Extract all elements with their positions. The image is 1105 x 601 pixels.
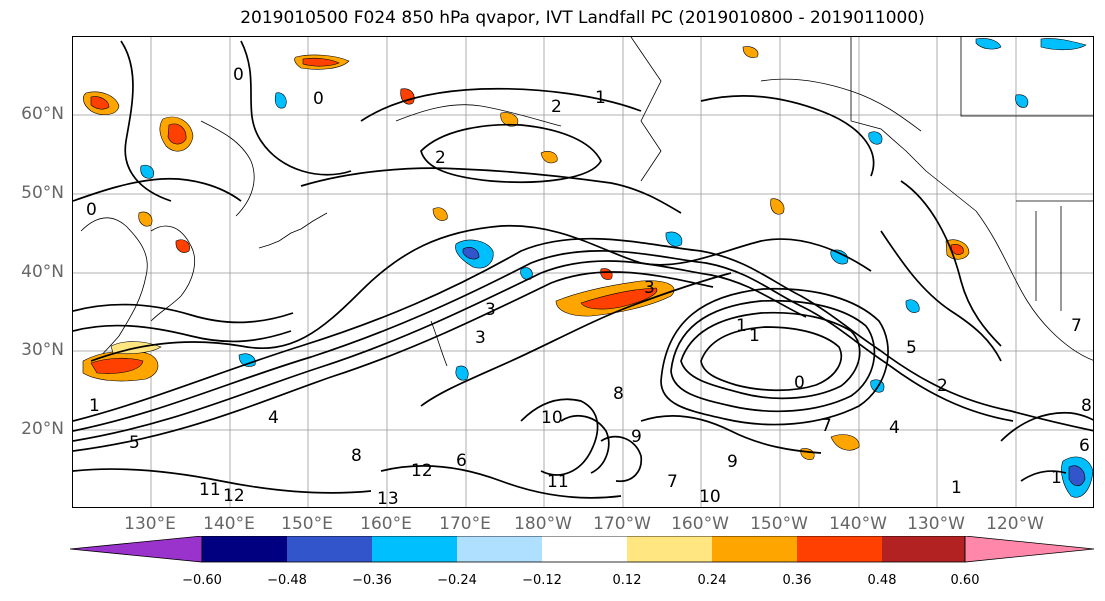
colorbar-tick: 0.36 bbox=[782, 573, 812, 588]
lon-label-130w: 130°W bbox=[907, 514, 965, 534]
contour-label: 2 bbox=[435, 148, 446, 168]
colorbar-tick: −0.60 bbox=[182, 573, 222, 588]
contour-label: 7 bbox=[667, 472, 678, 492]
colorbar-tick: 0.60 bbox=[950, 573, 980, 588]
contour-label: 5 bbox=[129, 433, 140, 453]
contour-label: 1 bbox=[951, 478, 962, 498]
contour-label: 9 bbox=[631, 427, 642, 447]
contour-label: 12 bbox=[223, 486, 245, 506]
contour-label: 2 bbox=[937, 376, 948, 396]
lon-label-170w: 170°W bbox=[593, 514, 651, 534]
contour-label: 6 bbox=[1079, 436, 1090, 456]
colorbar-bin bbox=[627, 536, 712, 562]
lon-label-160w: 160°W bbox=[671, 514, 729, 534]
lat-label-30n: 30°N bbox=[21, 340, 64, 360]
colorbar-tick: 0.48 bbox=[867, 573, 897, 588]
contour-label: 13 bbox=[377, 489, 399, 508]
contour-label: 0 bbox=[794, 373, 805, 393]
lon-label-120w: 120°W bbox=[986, 514, 1044, 534]
map-canvas: 0 2 1 0 0 3 3 2 1 0 5 3 2 4 7 1 1 10 6 1… bbox=[73, 37, 1093, 508]
lat-label-20n: 20°N bbox=[21, 419, 64, 439]
anomaly-fills bbox=[82, 38, 1093, 498]
contour-label: 4 bbox=[268, 408, 279, 428]
colorbar-bin bbox=[797, 536, 882, 562]
colorbar-extend-high bbox=[964, 536, 1095, 563]
lon-label-170e: 170°E bbox=[439, 514, 491, 534]
contour-label: 8 bbox=[613, 384, 624, 404]
contour-label: 7 bbox=[821, 416, 832, 436]
lat-label-60n: 60°N bbox=[21, 104, 64, 124]
contour-labels: 0 2 1 0 0 3 3 2 1 0 5 3 2 4 7 1 1 10 6 1… bbox=[86, 65, 1092, 508]
contour-label: 9 bbox=[727, 452, 738, 472]
contour-label: 3 bbox=[644, 278, 655, 298]
lat-label-40n: 40°N bbox=[21, 262, 64, 282]
contour-label: 10 bbox=[541, 408, 563, 428]
contour-label: 5 bbox=[906, 338, 917, 358]
colorbar-tick: −0.48 bbox=[267, 573, 307, 588]
colorbar-bin bbox=[882, 536, 965, 562]
contour-label: 3 bbox=[485, 300, 496, 320]
contour-label: 6 bbox=[456, 451, 467, 471]
contour-label: 1 bbox=[749, 326, 760, 346]
contour-label: 12 bbox=[411, 461, 433, 481]
colorbar-tick: 0.24 bbox=[697, 573, 727, 588]
map-panel: 0 2 1 0 0 3 3 2 1 0 5 3 2 4 7 1 1 10 6 1… bbox=[72, 36, 1094, 508]
colorbar-bin bbox=[712, 536, 797, 562]
colorbar-extend-low bbox=[70, 536, 203, 563]
contour-label: 1 bbox=[736, 316, 747, 336]
colorbar-bin bbox=[202, 536, 287, 562]
contour-label: 11 bbox=[547, 472, 569, 492]
contour-label: 8 bbox=[351, 446, 362, 466]
contour-label: 0 bbox=[86, 200, 97, 220]
colorbar-tick: 0.12 bbox=[612, 573, 642, 588]
lon-label-150e: 150°E bbox=[281, 514, 333, 534]
contour-label: 8 bbox=[1081, 396, 1092, 416]
contour-label: 7 bbox=[1071, 316, 1082, 336]
colorbar-bin bbox=[372, 536, 457, 562]
contour-label: 1 bbox=[1051, 468, 1062, 488]
chart-title: 2019010500 F024 850 hPa qvapor, IVT Land… bbox=[240, 8, 925, 28]
colorbar-tick: −0.12 bbox=[522, 573, 562, 588]
lat-label-50n: 50°N bbox=[21, 183, 64, 203]
contour-label: 0 bbox=[313, 89, 324, 109]
contour-label: 4 bbox=[889, 418, 900, 438]
lon-label-160e: 160°E bbox=[360, 514, 412, 534]
lon-label-140w: 140°W bbox=[829, 514, 887, 534]
colorbar bbox=[70, 536, 1095, 563]
contour-label: 10 bbox=[699, 487, 721, 507]
colorbar-bin bbox=[542, 536, 627, 562]
graticule bbox=[73, 37, 1093, 507]
lon-label-150w: 150°W bbox=[750, 514, 808, 534]
lon-label-130e: 130°E bbox=[124, 514, 176, 534]
contour-label: 3 bbox=[475, 328, 486, 348]
coastlines bbox=[80, 37, 1093, 372]
lon-label-180w: 180°W bbox=[514, 514, 572, 534]
colorbar-tick: −0.36 bbox=[352, 573, 392, 588]
colorbar-bin bbox=[457, 536, 542, 562]
contour-lines bbox=[73, 40, 1093, 499]
colorbar-tick: −0.24 bbox=[437, 573, 477, 588]
colorbar-bin bbox=[287, 536, 372, 562]
contour-label: 1 bbox=[595, 88, 606, 108]
contour-label: 0 bbox=[233, 65, 244, 85]
contour-label: 1 bbox=[89, 396, 100, 416]
contour-label: 2 bbox=[551, 97, 562, 117]
contour-label: 11 bbox=[199, 480, 221, 500]
lon-label-140e: 140°E bbox=[203, 514, 255, 534]
